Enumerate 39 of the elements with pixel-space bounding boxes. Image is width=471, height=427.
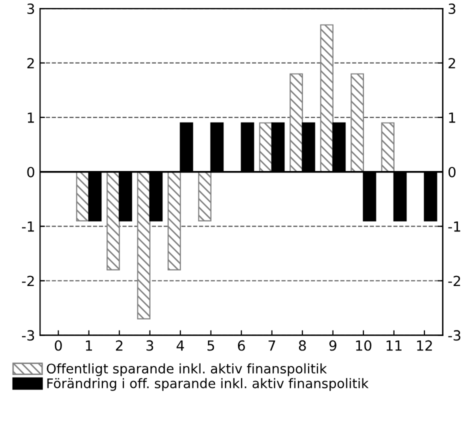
- bar: [137, 171, 150, 320]
- x-tick-label: 11: [386, 340, 402, 351]
- y2-tick-label: 0: [448, 166, 456, 178]
- bar: [259, 122, 272, 172]
- x-tick-label: 12: [417, 340, 432, 351]
- x-tick-label: 1: [86, 340, 92, 351]
- x-tick-label: 10: [356, 340, 372, 351]
- x-tick-label: 4: [176, 340, 184, 351]
- x-tick-label: 0: [54, 340, 62, 351]
- x-tick-label: 2: [116, 340, 122, 351]
- y-tick-label: -3: [22, 330, 34, 341]
- bar: [350, 73, 364, 172]
- bar: [168, 171, 181, 270]
- y2-tick-label: -1: [448, 221, 460, 232]
- y2-tick-label: -2: [448, 276, 460, 286]
- y2-tick-label: 1: [449, 112, 456, 123]
- y-tick-label: -1: [22, 221, 34, 232]
- x-tick-label: 3: [146, 340, 154, 351]
- bar: [290, 73, 303, 172]
- x-tick-label: 8: [298, 340, 306, 351]
- x-tick-label: 5: [208, 340, 214, 351]
- y2-tick-label: 2: [448, 58, 456, 68]
- legend-label: Offentligt sparande inkl. aktiv finanspolitik: [46, 363, 327, 376]
- y-tick-label: -2: [22, 276, 34, 286]
- y2-tick-label: -3: [448, 330, 460, 341]
- bar: [106, 171, 120, 270]
- x-tick-label: 9: [329, 340, 336, 351]
- bar: [76, 171, 90, 222]
- y-tick-label: 2: [27, 58, 34, 68]
- y-tick-label: 0: [27, 166, 34, 178]
- bar: [320, 24, 334, 172]
- legend-label: Förändring i off. sparande inkl. aktiv finanspolitik: [47, 378, 369, 391]
- bar: [198, 171, 212, 222]
- x-tick-label: 7: [268, 340, 276, 351]
- y-tick-label: 3: [27, 4, 34, 14]
- x-tick-label: 6: [238, 340, 245, 351]
- y2-tick-label: 3: [448, 4, 456, 14]
- y-tick-label: 1: [28, 112, 34, 123]
- bar: [381, 122, 394, 172]
